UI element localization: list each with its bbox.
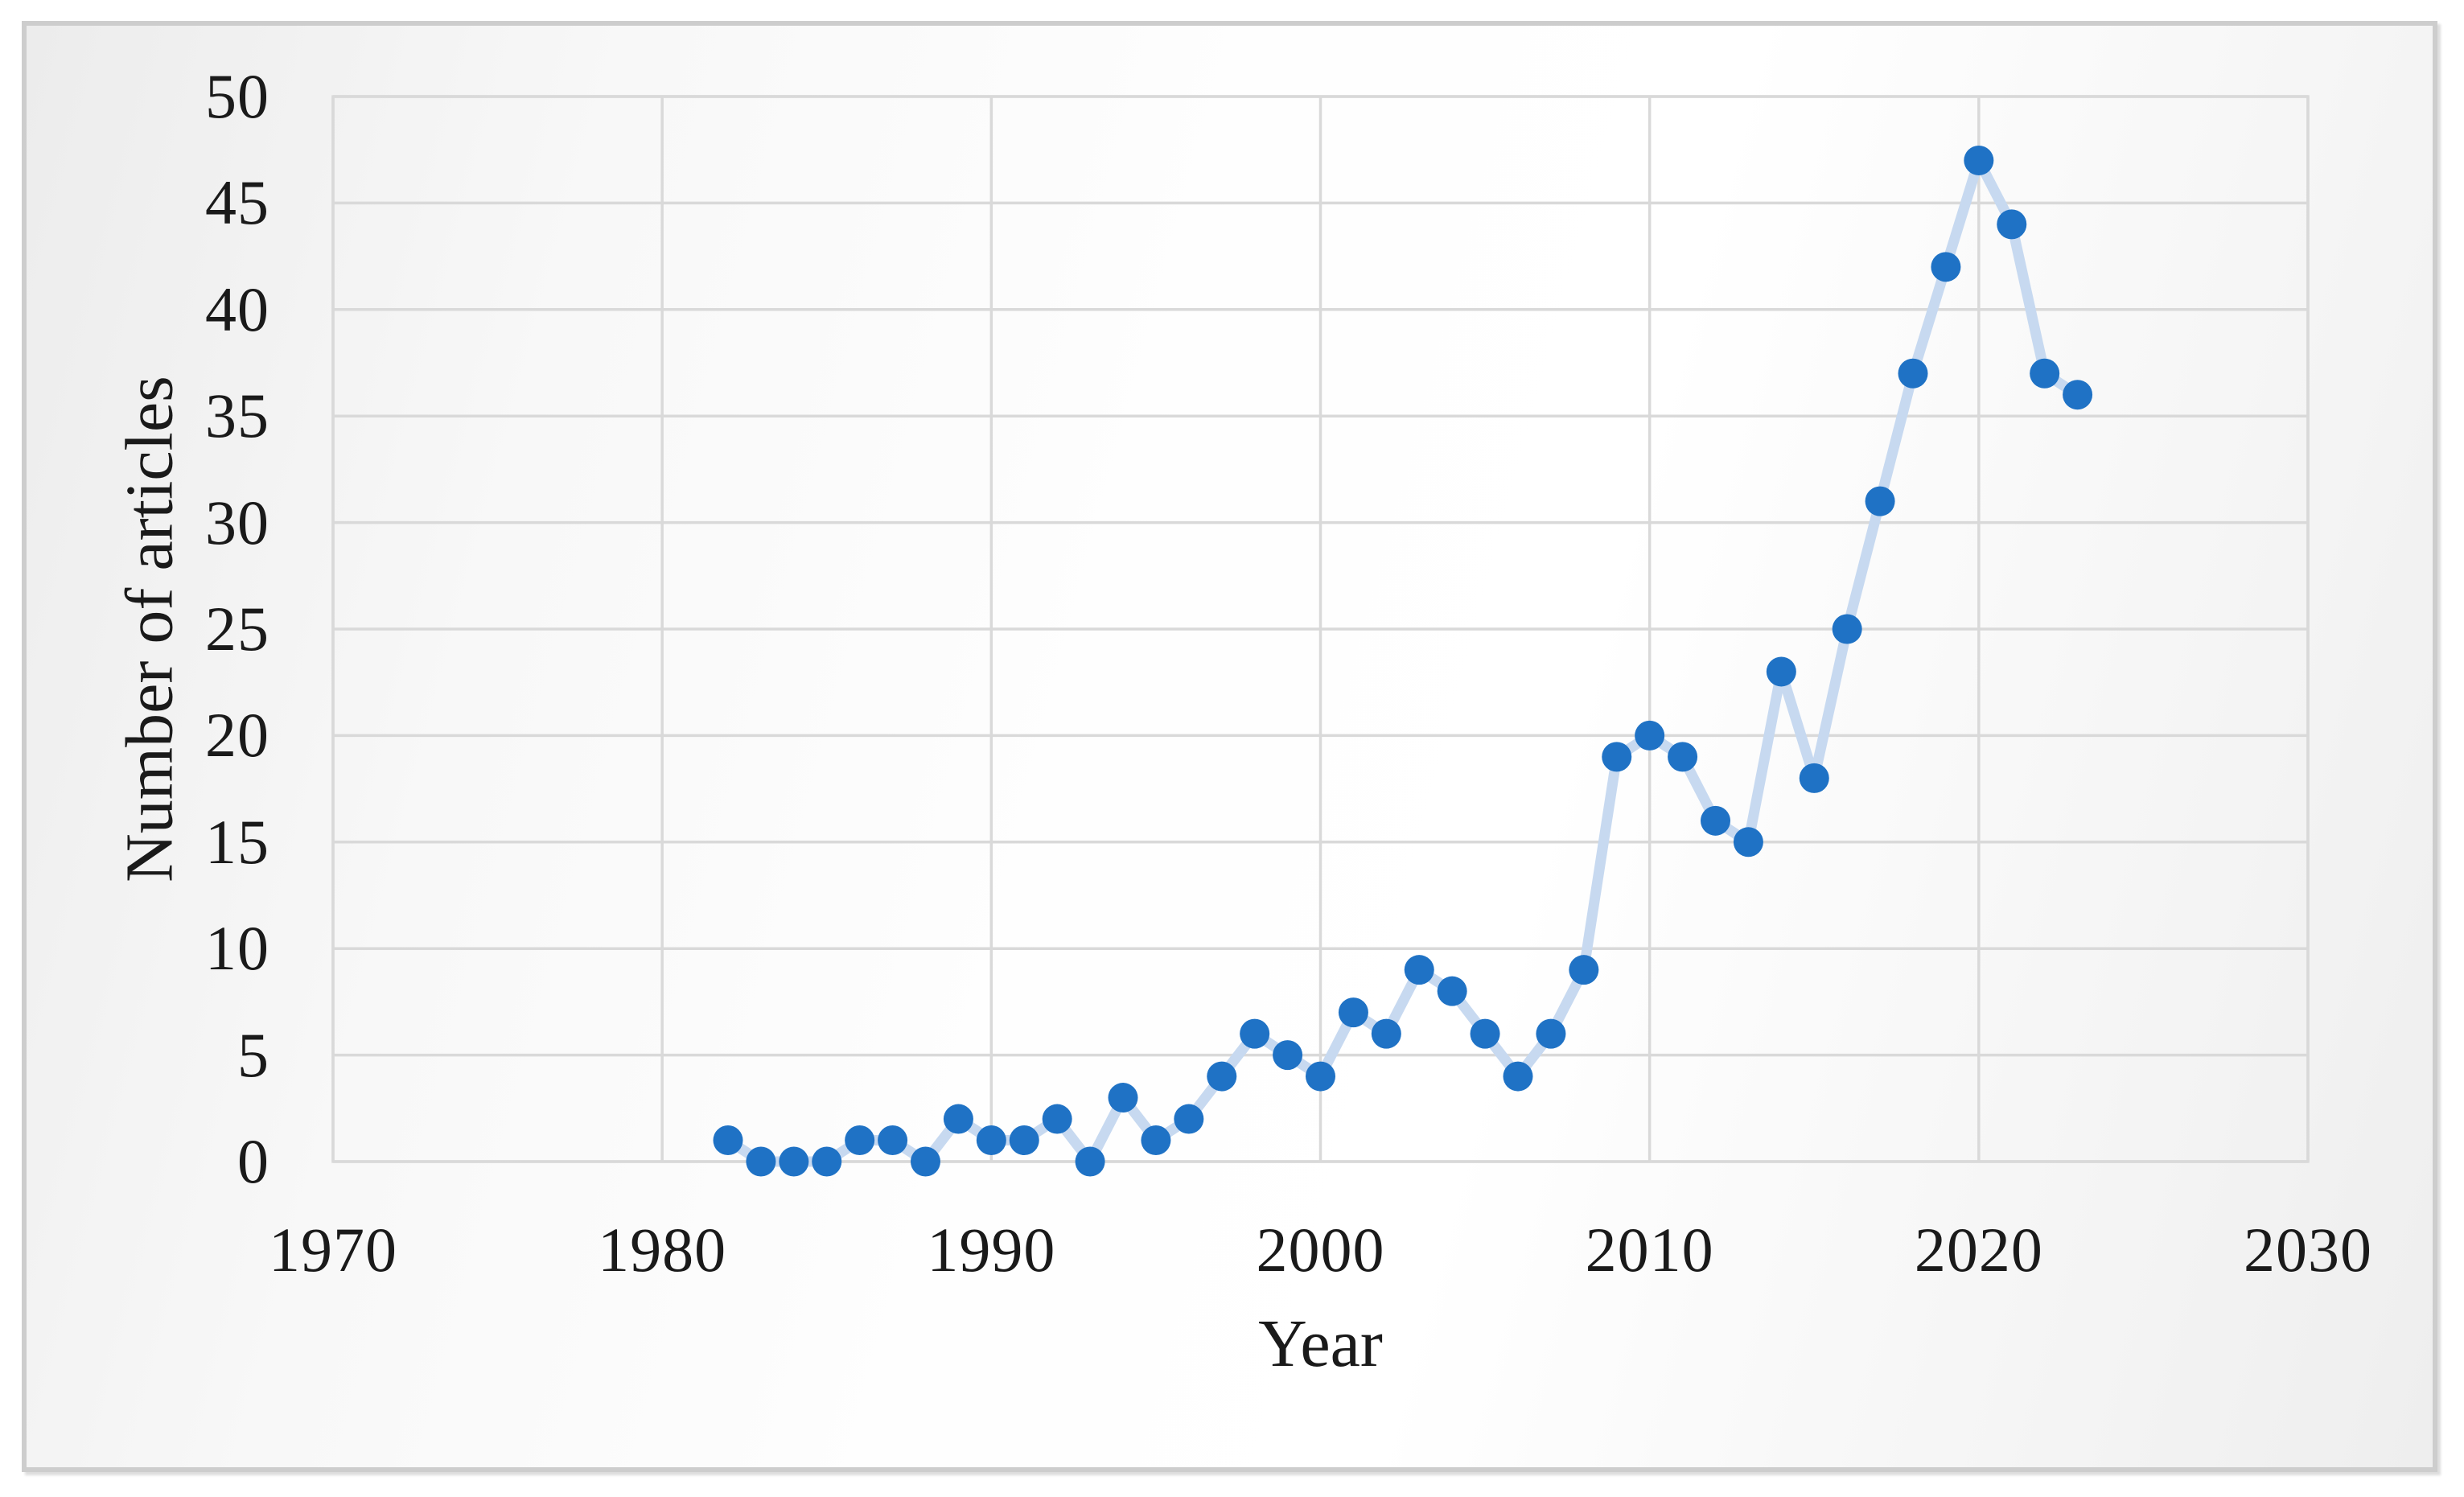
x-axis-title: Year bbox=[1258, 1306, 1383, 1381]
data-point-2006 bbox=[1503, 1061, 1533, 1092]
data-point-2010 bbox=[1635, 720, 1665, 751]
data-point-1988 bbox=[911, 1146, 940, 1177]
x-tick-1980: 1980 bbox=[598, 1215, 727, 1285]
data-point-2005 bbox=[1470, 1018, 1500, 1049]
data-point-2002 bbox=[1371, 1018, 1401, 1049]
data-point-2001 bbox=[1338, 997, 1368, 1028]
data-point-1985 bbox=[812, 1146, 842, 1177]
x-tick-2020: 2020 bbox=[1914, 1215, 2043, 1285]
data-point-2021 bbox=[1997, 209, 2027, 240]
y-tick-0: 0 bbox=[237, 1126, 269, 1196]
data-point-1984 bbox=[779, 1146, 809, 1177]
y-tick-45: 45 bbox=[205, 167, 269, 238]
data-point-2017 bbox=[1865, 486, 1895, 516]
data-point-2022 bbox=[2030, 358, 2060, 389]
data-point-2009 bbox=[1602, 742, 1632, 772]
y-tick-50: 50 bbox=[205, 61, 269, 131]
x-tick-2030: 2030 bbox=[2244, 1215, 2372, 1285]
y-tick-20: 20 bbox=[205, 700, 269, 771]
data-point-1987 bbox=[878, 1125, 908, 1156]
y-axis-title: Number of articles bbox=[112, 376, 187, 882]
x-tick-1970: 1970 bbox=[269, 1215, 397, 1285]
y-tick-40: 40 bbox=[205, 273, 269, 344]
data-point-1983 bbox=[746, 1146, 776, 1177]
data-point-1995 bbox=[1141, 1125, 1171, 1156]
data-point-1982 bbox=[713, 1125, 743, 1156]
data-point-2000 bbox=[1306, 1061, 1335, 1092]
data-point-1998 bbox=[1240, 1018, 1270, 1049]
data-point-2012 bbox=[1701, 805, 1730, 836]
data-point-1991 bbox=[1009, 1125, 1039, 1156]
data-point-2019 bbox=[1931, 252, 1961, 282]
data-point-2016 bbox=[1832, 614, 1862, 644]
x-tick-1990: 1990 bbox=[927, 1215, 1056, 1285]
data-point-1990 bbox=[976, 1125, 1006, 1156]
data-point-1986 bbox=[845, 1125, 875, 1156]
data-point-2020 bbox=[1964, 145, 1994, 175]
data-point-2007 bbox=[1536, 1018, 1566, 1049]
y-tick-5: 5 bbox=[237, 1019, 269, 1090]
data-point-2015 bbox=[1799, 763, 1829, 793]
data-point-1992 bbox=[1042, 1104, 1072, 1134]
y-tick-10: 10 bbox=[205, 913, 269, 984]
data-point-2014 bbox=[1766, 656, 1796, 687]
chart-frame bbox=[22, 21, 2437, 1472]
y-tick-30: 30 bbox=[205, 487, 269, 557]
data-point-1996 bbox=[1174, 1104, 1204, 1134]
data-point-2023 bbox=[2063, 380, 2093, 410]
data-point-2008 bbox=[1569, 955, 1599, 985]
y-tick-25: 25 bbox=[205, 594, 269, 664]
data-point-1994 bbox=[1108, 1083, 1138, 1113]
data-point-1999 bbox=[1273, 1040, 1303, 1071]
y-tick-35: 35 bbox=[205, 380, 269, 451]
data-point-2013 bbox=[1733, 827, 1763, 857]
plot-border bbox=[331, 95, 2310, 1163]
data-point-1989 bbox=[943, 1104, 973, 1134]
data-point-2011 bbox=[1668, 742, 1698, 772]
data-point-1997 bbox=[1207, 1061, 1237, 1092]
x-tick-2000: 2000 bbox=[1256, 1215, 1385, 1285]
y-tick-15: 15 bbox=[205, 806, 269, 877]
x-tick-2010: 2010 bbox=[1585, 1215, 1714, 1285]
data-point-2004 bbox=[1437, 976, 1467, 1006]
data-point-2003 bbox=[1404, 955, 1434, 985]
data-point-2018 bbox=[1898, 358, 1928, 389]
data-point-1993 bbox=[1075, 1146, 1105, 1177]
